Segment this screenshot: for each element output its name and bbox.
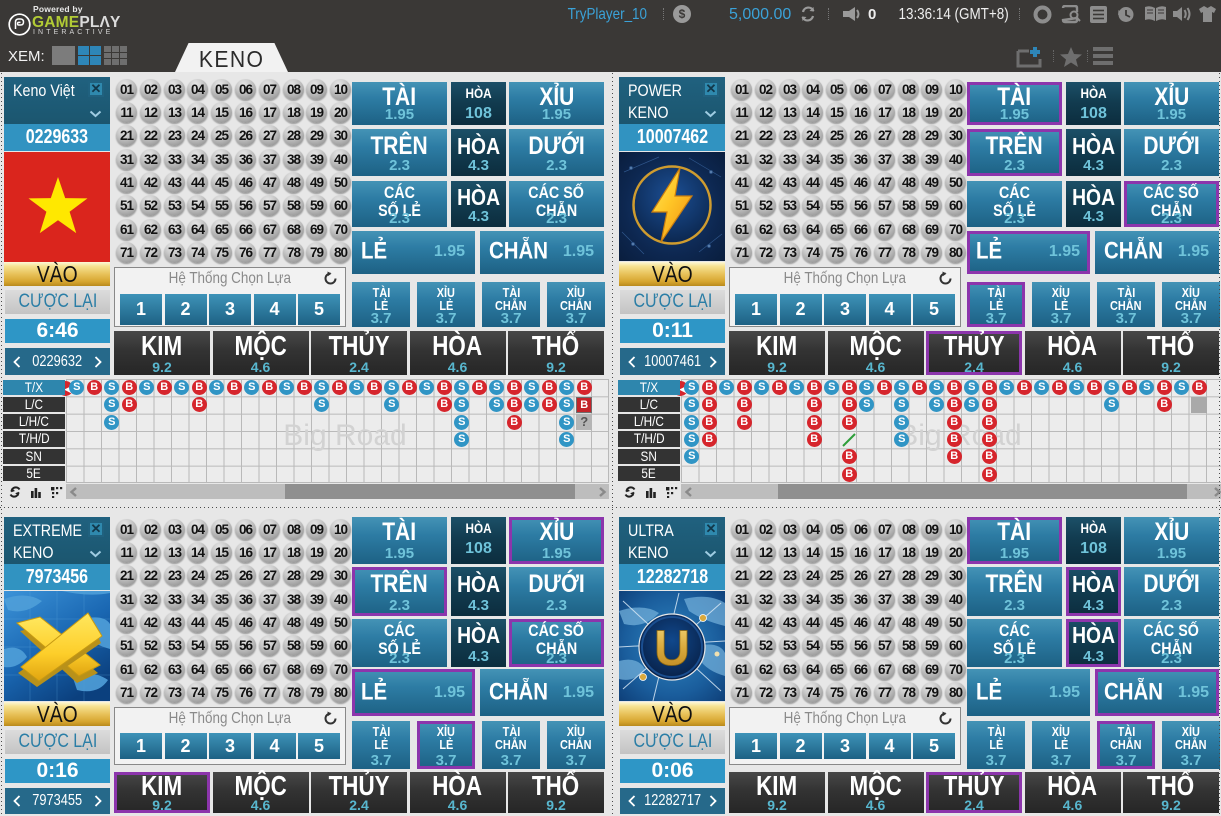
svg-text:U: U: [654, 620, 690, 676]
